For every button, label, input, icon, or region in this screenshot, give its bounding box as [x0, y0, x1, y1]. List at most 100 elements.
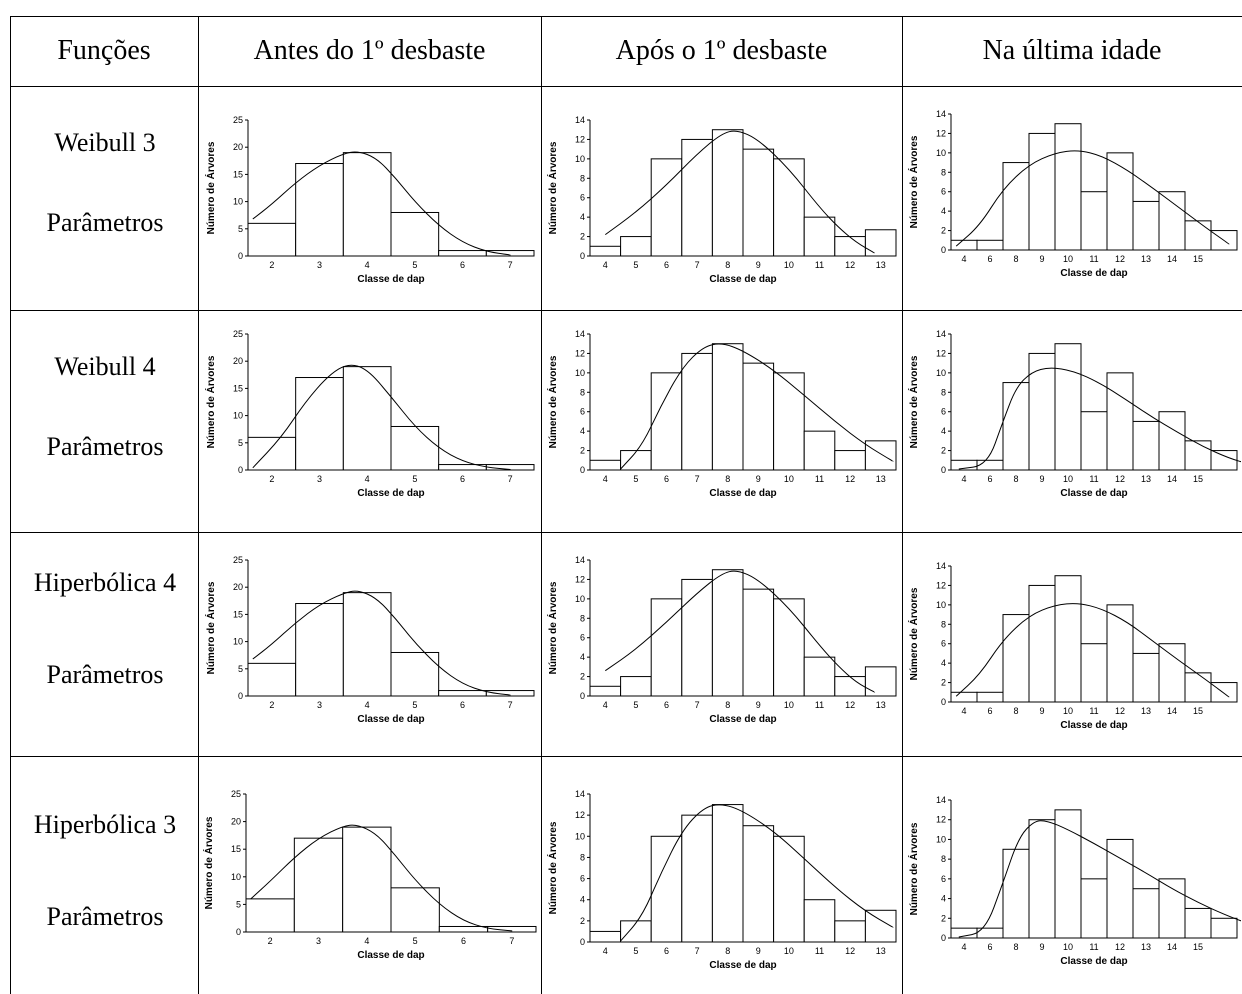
- y-tick-label: 8: [580, 852, 585, 862]
- chart-weibull3-after: 0 2 4 6 8 10 12 14 4 5 6 7 8 9 10 11 12 13 Classe de dap Nú…: [544, 112, 900, 290]
- y-tick-label: 8: [580, 387, 585, 397]
- y-tick-label: 0: [941, 697, 946, 707]
- y-tick-label: 8: [941, 387, 946, 397]
- x-tick-label: 5: [633, 946, 638, 956]
- chart-weibull3-before: 0 5 10 15 20 25 2 3 4 5 6 7 Classe de dap Número de Á…: [202, 112, 538, 290]
- header-after-thinning: Após o 1º desbaste: [615, 35, 828, 66]
- histogram-bar: [742, 588, 775, 697]
- x-tick-label: 14: [1167, 254, 1177, 264]
- histogram-bar: [773, 598, 805, 697]
- y-tick-label: 2: [580, 446, 585, 456]
- x-tick-label: 15: [1193, 942, 1203, 952]
- x-tick-label: 4: [961, 254, 966, 264]
- histogram-bar: [295, 603, 344, 697]
- y-tick-label: 4: [580, 895, 585, 905]
- row-label-hiperbolica-4: Hiperbólica 4: [33, 568, 177, 597]
- y-tick-label: 25: [233, 115, 243, 125]
- y-tick-label: 2: [941, 446, 946, 456]
- histogram-bar: [1054, 343, 1082, 471]
- y-tick-label: 0: [580, 465, 585, 475]
- y-tick-label: 12: [575, 348, 585, 358]
- x-tick-label: 10: [784, 260, 794, 270]
- x-tick-label: 7: [695, 474, 700, 484]
- x-tick-label: 7: [508, 260, 513, 270]
- histogram-bar: [1054, 809, 1082, 939]
- x-tick-label: 13: [1141, 706, 1151, 716]
- y-tick-label: 8: [941, 854, 946, 864]
- chart-hiperbolica4-before: 0 5 10 15 20 25 2 3 4 5 6 7 Classe de dap Número de Á…: [202, 552, 538, 730]
- histogram-bar: [1080, 878, 1108, 939]
- x-tick-label: 10: [1063, 942, 1073, 952]
- histogram-bar: [620, 450, 652, 471]
- x-tick-label: 8: [1013, 706, 1018, 716]
- x-tick-label: 13: [876, 700, 886, 710]
- x-axis-title: Classe de dap: [1060, 488, 1127, 499]
- fitted-curve: [252, 590, 511, 696]
- x-tick-label: 8: [725, 946, 730, 956]
- histogram-bar: [864, 440, 897, 471]
- y-tick-label: 4: [941, 206, 946, 216]
- histogram-bar: [1054, 123, 1082, 251]
- histogram-bar: [1184, 440, 1212, 471]
- histogram-bar: [1158, 411, 1186, 471]
- x-tick-label: 11: [1089, 942, 1098, 952]
- x-tick-label: 7: [508, 700, 513, 710]
- y-tick-label: 0: [941, 933, 946, 943]
- histogram-bar: [711, 343, 744, 471]
- y-tick-label: 2: [580, 232, 585, 242]
- x-tick-label: 7: [695, 946, 700, 956]
- histogram-bar: [864, 229, 897, 257]
- y-tick-label: 10: [936, 834, 946, 844]
- histogram-bar: [742, 825, 775, 943]
- histogram-bar: [1210, 917, 1238, 939]
- x-tick-label: 12: [845, 700, 855, 710]
- y-tick-label: 14: [936, 561, 946, 571]
- histogram-bar: [803, 216, 836, 257]
- histogram-bar: [1184, 220, 1212, 251]
- histogram-bar: [620, 676, 652, 697]
- histogram-bar: [950, 691, 978, 703]
- histogram-bar: [834, 676, 866, 697]
- y-tick-label: 10: [231, 872, 241, 882]
- y-tick-label: 10: [936, 368, 946, 378]
- x-axis-title: Classe de dap: [357, 274, 424, 285]
- x-tick-label: 5: [633, 474, 638, 484]
- histogram-bar: [342, 152, 392, 257]
- histogram-bar: [1210, 450, 1238, 471]
- y-tick-label: 25: [231, 789, 241, 799]
- x-tick-label: 12: [845, 474, 855, 484]
- y-tick-label: 6: [941, 639, 946, 649]
- x-tick-label: 10: [1063, 254, 1073, 264]
- histogram-bar: [773, 158, 805, 257]
- x-axis-title: Classe de dap: [709, 274, 776, 285]
- x-tick-label: 13: [876, 260, 886, 270]
- histogram-bar: [245, 898, 295, 933]
- table-border-left: [10, 16, 11, 994]
- histogram-bar: [1106, 372, 1134, 471]
- y-tick-label: 5: [238, 438, 243, 448]
- histogram-bar: [342, 826, 392, 933]
- chart-weibull4-last: 0 2 4 6 8 10 12 14 4 6 8 9 10 11 12 13 14 15 Classe de dap…: [905, 326, 1242, 504]
- y-tick-label: 8: [941, 619, 946, 629]
- x-axis-title: Classe de dap: [1060, 268, 1127, 279]
- x-tick-label: 9: [1039, 474, 1044, 484]
- histogram-bar: [438, 250, 487, 257]
- x-tick-label: 9: [1039, 706, 1044, 716]
- x-tick-label: 6: [664, 474, 669, 484]
- x-tick-label: 6: [460, 474, 465, 484]
- histogram-bar: [742, 148, 775, 257]
- row-label-parameters: Parâmetros: [46, 902, 164, 931]
- row-label-parameters: Parâmetros: [46, 432, 164, 461]
- histogram-bar: [1132, 420, 1160, 471]
- x-tick-label: 12: [1115, 706, 1125, 716]
- y-tick-label: 0: [238, 691, 243, 701]
- x-axis-title: Classe de dap: [357, 714, 424, 725]
- fitted-curve: [958, 367, 1242, 470]
- x-tick-label: 12: [1115, 254, 1125, 264]
- histogram-bar: [342, 592, 392, 697]
- chart-weibull3-last: 0 2 4 6 8 10 12 14 4 6 8 9 10 11 12 13 14 15 Classe de dap…: [905, 106, 1241, 284]
- y-tick-label: 5: [238, 664, 243, 674]
- histogram-bar: [1158, 643, 1186, 703]
- x-tick-label: 4: [365, 700, 370, 710]
- histogram-bar: [1106, 152, 1134, 251]
